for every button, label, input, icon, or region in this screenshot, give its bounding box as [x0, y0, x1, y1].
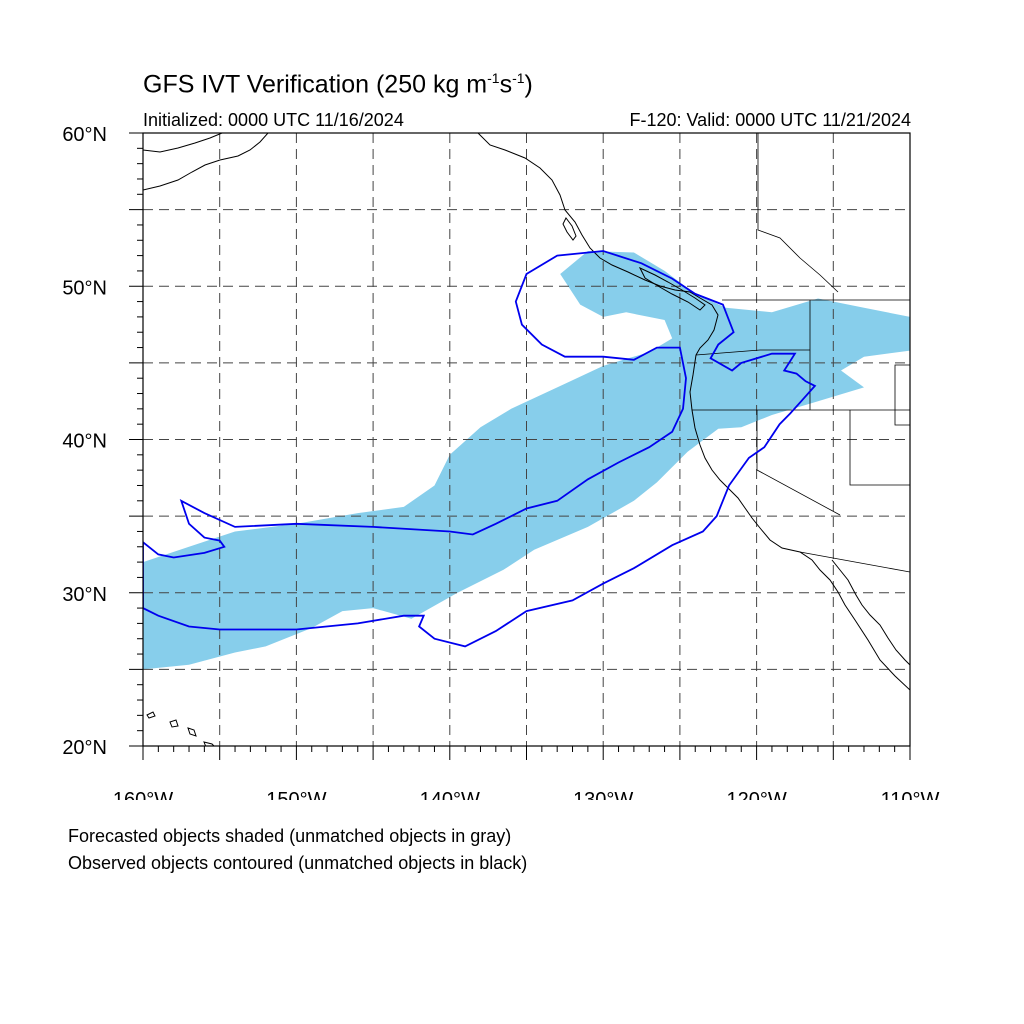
observed-objects-layer: [143, 250, 817, 648]
coastline-baja: [831, 559, 910, 666]
haida-gwaii: [562, 217, 577, 241]
axis-ticks: [129, 132, 911, 760]
grid-lines: [143, 133, 910, 746]
axis-labels: 160°W 150°W 140°W 130°W 120°W 110°W 60°N 50°N 40…: [62, 124, 939, 800]
observed-caption: Observed objects contoured (unmatched ob…: [68, 853, 528, 873]
initialized-time-label: Initialized: 0000 UTC 11/16/2024: [143, 110, 404, 130]
lat-tick-label: 40°N: [62, 431, 107, 453]
lon-tick-label: 140°W: [420, 789, 480, 800]
hawaii-islands: [146, 711, 215, 746]
lat-tick-label: 30°N: [62, 584, 107, 606]
lon-tick-label: 150°W: [266, 789, 326, 800]
map-title: GFS IVT Verification (250 kg m-1s-1): [143, 70, 533, 99]
lat-tick-label: 60°N: [62, 124, 107, 146]
forecast-caption: Forecasted objects shaded (unmatched obj…: [68, 826, 512, 846]
lon-tick-label: 160°W: [113, 789, 173, 800]
ivt-verification-map: 160°W 150°W 140°W 130°W 120°W 110°W 60°N 50°N 40…: [62, 124, 939, 800]
vancouver-island: [638, 266, 706, 311]
valid-time-label: F-120: Valid: 0000 UTC 11/21/2024: [629, 110, 911, 130]
lat-tick-label: 20°N: [62, 737, 107, 759]
coastline-layer: [143, 133, 910, 746]
observed-object-1: [143, 250, 817, 648]
lat-tick-label: 50°N: [62, 277, 107, 299]
coastline-alaska: [143, 133, 269, 191]
plot-area: [143, 133, 910, 746]
lon-tick-label: 130°W: [573, 789, 633, 800]
lon-tick-label: 120°W: [726, 789, 786, 800]
coastline-north-america: [477, 133, 910, 691]
state-borders: [692, 133, 910, 573]
lon-tick-label: 110°W: [881, 789, 940, 800]
